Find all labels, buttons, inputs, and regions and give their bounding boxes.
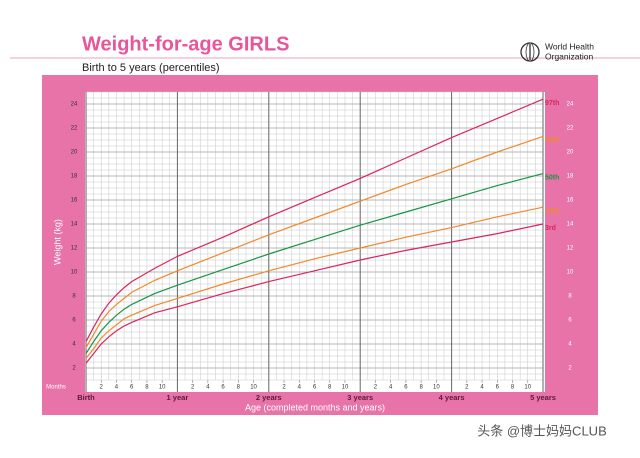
x-tick-label: 2 — [282, 385, 286, 391]
chart-title: Weight-for-age GIRLS — [82, 33, 289, 55]
x-tick-label: 8 — [511, 385, 515, 391]
x-tick-label: 10 — [433, 385, 440, 391]
y-tick-label: 12 — [71, 246, 78, 252]
y-tick-label: 10 — [71, 270, 78, 276]
x-tick-label: 6 — [313, 385, 317, 391]
year-label: 4 years — [439, 393, 465, 402]
y-axis-title: Weight (kg) — [52, 219, 62, 265]
x-tick-label: 8 — [328, 385, 332, 391]
y-tick-label: 8 — [72, 294, 76, 300]
x-tick-label: 10 — [250, 385, 257, 391]
curve-label: 85th — [545, 137, 559, 144]
x-tick-label: 6 — [221, 385, 225, 391]
x-tick-label: 4 — [298, 385, 302, 391]
x-unit-label: Months — [46, 385, 66, 391]
year-label: 1 year — [167, 393, 189, 402]
y-tick-label: 6 — [72, 318, 76, 324]
curve-label: 15th — [545, 208, 559, 215]
x-tick-label: 10 — [159, 385, 166, 391]
percentile-curve — [85, 223, 544, 364]
x-tick-label: 2 — [374, 385, 378, 391]
year-label: 3 years — [347, 393, 373, 402]
y-tick-label-right: 20 — [567, 150, 574, 156]
x-tick-label: 10 — [342, 385, 349, 391]
percentile-curve — [85, 135, 544, 348]
x-tick-label: 4 — [389, 385, 393, 391]
curve-label: 3rd — [545, 225, 556, 232]
y-tick-label-right: 14 — [567, 222, 574, 228]
y-tick-label-right: 24 — [567, 102, 574, 108]
y-tick-label-right: 4 — [568, 342, 572, 348]
x-tick-label: 8 — [237, 385, 241, 391]
curve-label: 97th — [545, 100, 559, 107]
x-tick-label: 6 — [130, 385, 134, 391]
x-axis-title: Age (completed months and years) — [245, 402, 385, 412]
x-tick-label: 2 — [465, 385, 469, 391]
percentile-curve — [85, 173, 544, 354]
x-tick-label: 2 — [191, 385, 195, 391]
y-tick-label: 14 — [71, 222, 78, 228]
x-tick-label: 8 — [145, 385, 149, 391]
curve-label: 50th — [545, 174, 559, 181]
percentile-curve — [85, 206, 544, 359]
y-tick-label: 20 — [71, 150, 78, 156]
x-tick-label: 6 — [496, 385, 500, 391]
y-tick-label-right: 6 — [568, 318, 572, 324]
x-tick-label: 2 — [100, 385, 104, 391]
organization-line: World Health — [545, 41, 594, 51]
x-tick-label: 4 — [480, 385, 484, 391]
x-tick-label: 8 — [419, 385, 423, 391]
chart-subtitle: Birth to 5 years (percentiles) — [82, 62, 220, 74]
x-tick-label: 10 — [524, 385, 531, 391]
y-tick-label: 18 — [71, 174, 78, 180]
y-tick-label-right: 2 — [568, 366, 572, 372]
y-tick-label: 24 — [71, 102, 78, 108]
x-tick-label: 6 — [404, 385, 408, 391]
x-tick-label: 4 — [206, 385, 210, 391]
organization-line: Organization — [545, 51, 593, 61]
percentile-curve — [85, 98, 544, 342]
year-label: 5 years — [530, 393, 556, 402]
y-tick-label: 2 — [72, 366, 76, 372]
year-label: 2 years — [256, 393, 282, 402]
y-tick-label-right: 22 — [567, 126, 574, 132]
y-tick-label-right: 16 — [567, 198, 574, 204]
y-tick-label-right: 18 — [567, 174, 574, 180]
year-label: Birth — [77, 393, 95, 402]
y-tick-label-right: 12 — [567, 246, 574, 252]
y-tick-label-right: 8 — [568, 294, 572, 300]
y-tick-label-right: 10 — [567, 270, 574, 276]
y-tick-label: 22 — [71, 126, 78, 132]
y-tick-label: 4 — [72, 342, 76, 348]
y-tick-label: 16 — [71, 198, 78, 204]
x-tick-label: 4 — [115, 385, 119, 391]
watermark: 头条 @博士妈妈CLUB — [477, 423, 607, 438]
who-logo — [520, 42, 540, 62]
